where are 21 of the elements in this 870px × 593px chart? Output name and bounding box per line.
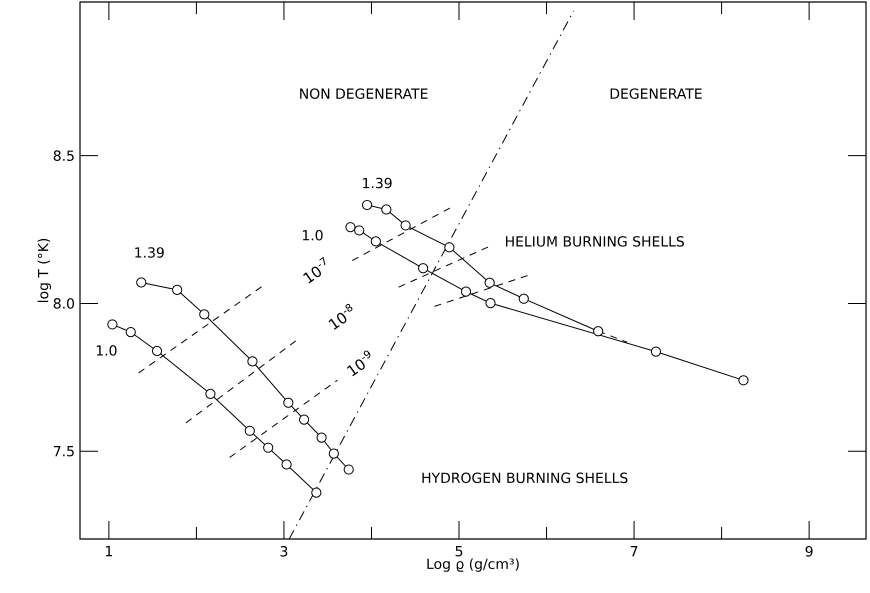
text: 10$^{-9}$ [346, 350, 370, 376]
x-tick-label: 3 [280, 546, 288, 557]
annotation: HELIUM BURNING SHELLS [506, 236, 684, 247]
x-axis-title: Log ϱ (g/cm³) [427, 558, 519, 572]
y-tick-label: 8.0 [54, 298, 74, 309]
y-tick-label: 8.5 [54, 150, 74, 161]
x-tick-label: 7 [630, 546, 638, 556]
annotation: NON DEGENERATE [300, 88, 428, 99]
annotation: HYDROGEN BURNING SHELLS [422, 472, 628, 484]
series-label: 1.39 [363, 178, 392, 188]
series-label: 1.39 [135, 247, 164, 258]
text: 10$^{-8}$ [328, 304, 352, 330]
x-tick-label: 9 [806, 546, 813, 557]
text: 10$^{-7}$ [303, 256, 326, 284]
x-tick-label: 5 [456, 546, 462, 556]
y-axis-title: log T (°K) [38, 238, 52, 302]
series-label: 1.0 [96, 345, 117, 356]
annotation: DEGENERATE [610, 88, 702, 99]
x-tick-label: 1 [106, 546, 112, 556]
y-tick-label: 7.5 [54, 446, 74, 456]
series-label: 1.0 [302, 230, 323, 240]
